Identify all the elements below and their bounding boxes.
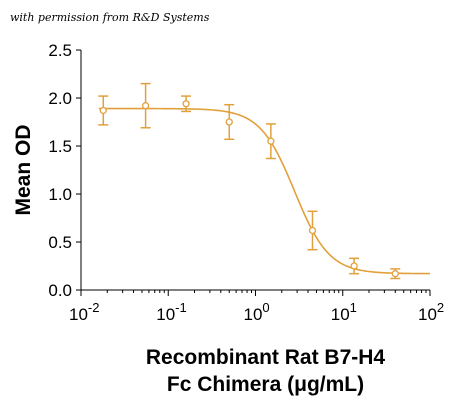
data-point xyxy=(141,102,150,110)
y-tick-label: 2.0 xyxy=(48,89,72,108)
y-tick-label: 2.5 xyxy=(48,41,72,60)
data-point xyxy=(350,262,358,270)
x-axis-label-line-2: Fc Chimera (μg/mL) xyxy=(167,373,364,396)
data-point xyxy=(308,226,317,235)
x-tick-label: 102 xyxy=(418,300,444,324)
y-tick-label: 1.0 xyxy=(48,185,72,204)
plot-area: 0.0 0.5 1.0 1.5 2.0 2.5 10-2 10-1 100 101 102 xyxy=(48,41,444,324)
fit-curve xyxy=(98,107,431,275)
data-point xyxy=(225,118,233,126)
y-tick-label: 1.5 xyxy=(48,137,72,156)
x-axis-label-line-1: Recombinant Rat B7-H4 xyxy=(146,346,386,369)
y-tick-label: 0.0 xyxy=(48,281,72,300)
watermark-text: with permission from R&D Systems xyxy=(10,11,210,24)
data-point xyxy=(267,137,275,145)
y-tick-label: 0.5 xyxy=(48,233,72,252)
data-point xyxy=(391,270,399,278)
data-point xyxy=(99,106,107,115)
x-tick-label: 100 xyxy=(244,300,270,324)
data-point xyxy=(182,100,190,108)
x-tick-label: 10-2 xyxy=(69,300,99,324)
x-tick-label: 101 xyxy=(331,300,357,324)
x-tick-label: 10-1 xyxy=(156,300,186,324)
y-axis-label: Mean OD xyxy=(12,124,35,215)
